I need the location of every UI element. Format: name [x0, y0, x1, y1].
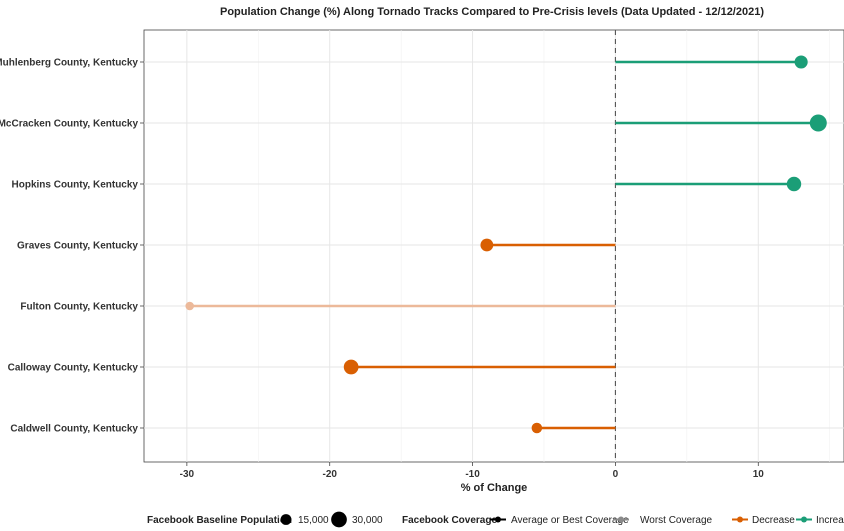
legend-direction-dot — [801, 516, 807, 523]
x-tick-label: 10 — [753, 469, 765, 480]
legend: Facebook Baseline Population 15,000 30,000… — [147, 511, 844, 528]
legend-size-label: 30,000 — [352, 515, 383, 526]
x-tick-label: -20 — [322, 469, 337, 480]
y-tick-label: Fulton County, Kentucky — [20, 302, 138, 313]
y-tick-label: Caldwell County, Kentucky — [10, 424, 138, 435]
lollipop-point — [185, 301, 195, 311]
legend-direction-label: Decrease — [752, 515, 795, 526]
x-tick-label: 0 — [613, 469, 619, 480]
y-tick-label: McCracken County, Kentucky — [0, 119, 138, 130]
y-tick-label: Hopkins County, Kentucky — [12, 180, 139, 191]
x-axis-title: % of Change — [461, 482, 528, 494]
y-tick-label: Calloway County, Kentucky — [8, 363, 139, 374]
lollipop-point — [794, 55, 808, 69]
legend-direction-dot — [737, 516, 743, 523]
x-tick-label: -10 — [465, 469, 480, 480]
legend-coverage-label: Worst Coverage — [640, 515, 713, 526]
data-marks — [185, 55, 827, 434]
x-axis: -30 -20 -10 0 10 — [180, 462, 765, 480]
legend-coverage-label: Average or Best Coverage — [511, 515, 629, 526]
y-tick-label: Graves County, Kentucky — [17, 241, 138, 252]
legend-coverage-title: Facebook Coverage — [402, 515, 497, 526]
legend-direction-label: Increase — [816, 515, 844, 526]
lollipop-point — [343, 359, 359, 375]
lollipop-point — [786, 176, 802, 192]
lollipop-point — [531, 422, 543, 434]
legend-size-label: 15,000 — [298, 515, 329, 526]
chart-title: Population Change (%) Along Tornado Trac… — [220, 6, 764, 18]
lollipop-point — [480, 238, 494, 252]
x-tick-label: -30 — [180, 469, 195, 480]
legend-size-dot — [331, 511, 347, 528]
y-tick-label: Muhlenberg County, Kentucky — [0, 58, 138, 69]
y-axis: Muhlenberg County, Kentucky McCracken Cou… — [0, 58, 144, 435]
legend-size-title: Facebook Baseline Population — [147, 515, 292, 526]
legend-coverage-dot — [495, 516, 501, 523]
legend-size-dot — [280, 514, 292, 525]
lollipop-point — [809, 114, 827, 132]
legend-coverage-dot — [618, 516, 624, 523]
